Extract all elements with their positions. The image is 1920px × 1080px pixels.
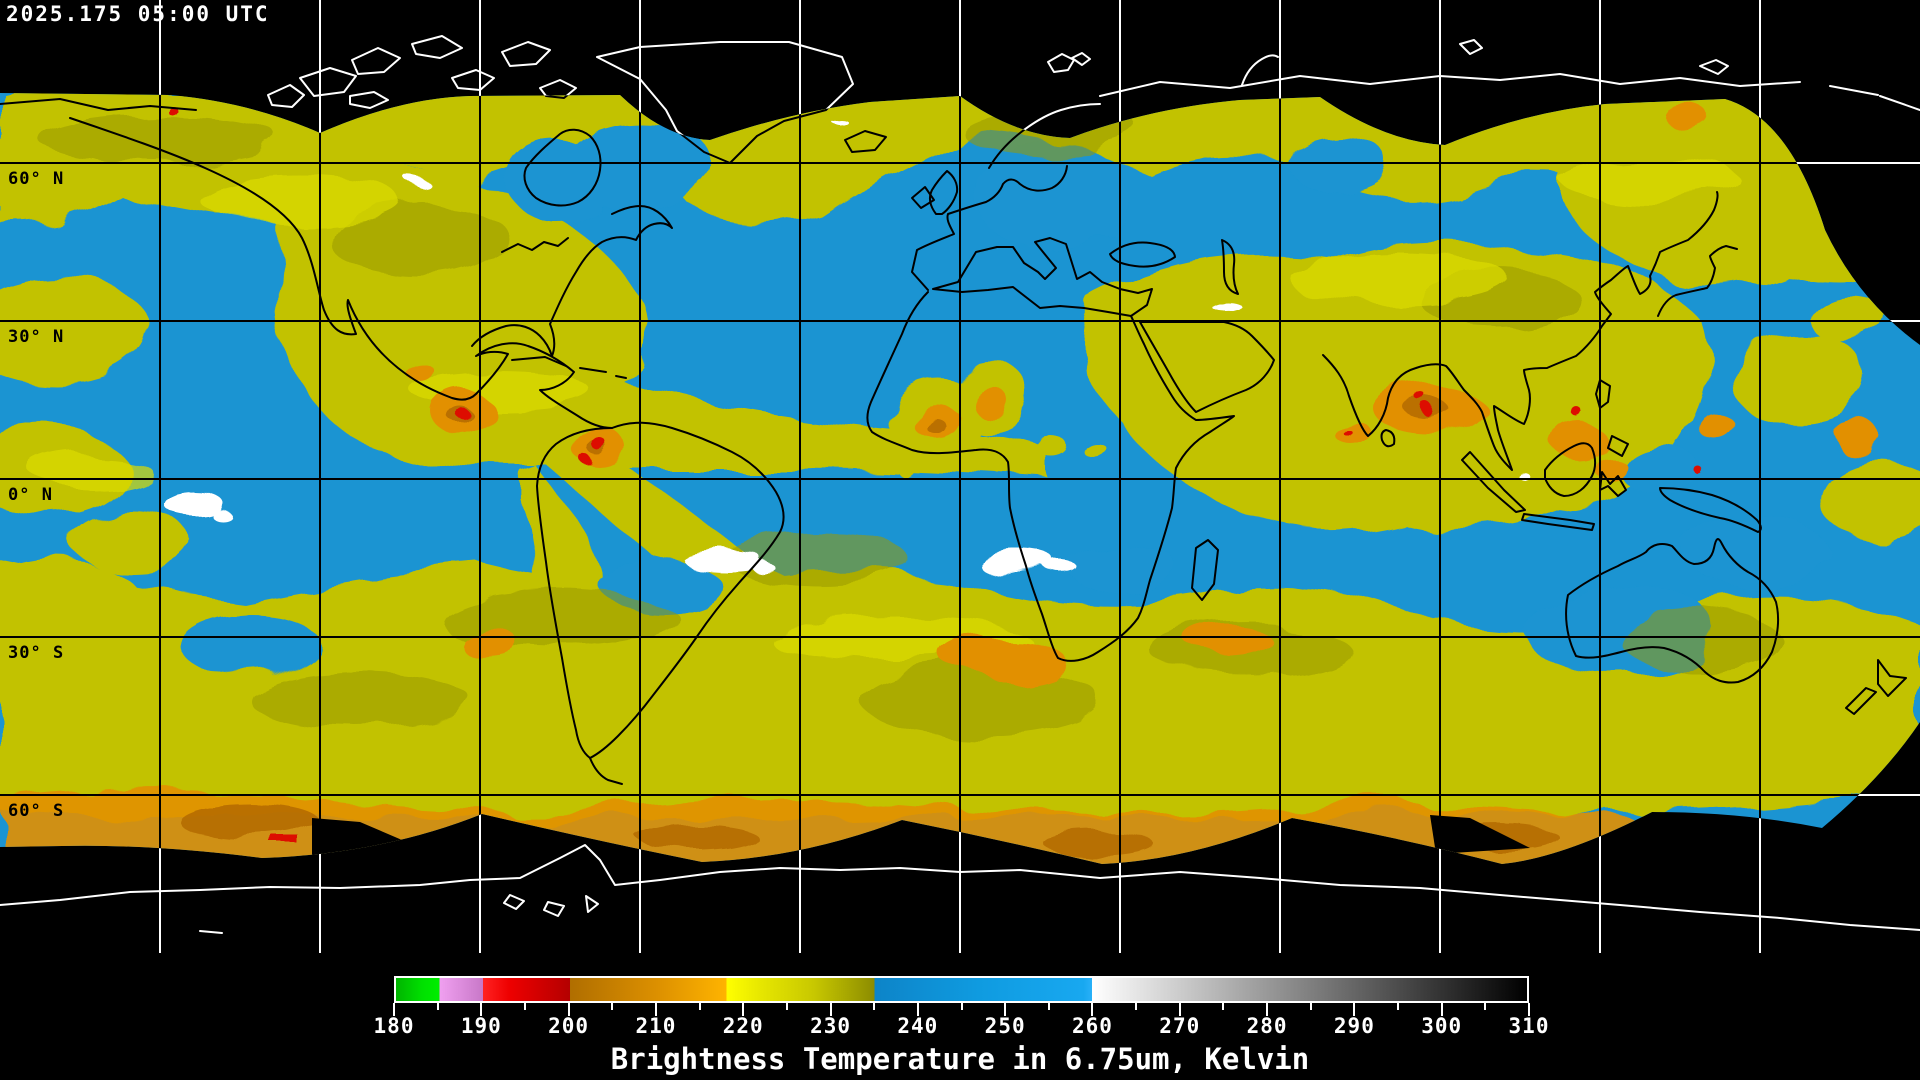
timestamp: 2025.175 05:00 UTC	[6, 2, 270, 26]
colorbar-minor-tick	[785, 1003, 788, 1010]
latitude-label: 60° N	[8, 169, 64, 189]
graticule-on-data	[0, 0, 1920, 953]
colorbar-major-tick	[1353, 1003, 1356, 1016]
colorbar	[394, 976, 1529, 1003]
colorbar-major-tick	[393, 1003, 395, 1016]
colorbar-minor-tick	[1397, 1003, 1400, 1010]
colorbar-minor-tick	[1484, 1003, 1487, 1010]
colorbar-tick-label: 200	[548, 1014, 590, 1038]
latitude-labels: 60° N 30° N 0° N 30° S 60° S	[8, 169, 64, 821]
latitude-label: 30° N	[8, 327, 64, 347]
colorbar-minor-tick	[436, 1003, 439, 1010]
colorbar-tick-label: 220	[722, 1014, 764, 1038]
colorbar-major-tick	[654, 1003, 657, 1016]
colorbar-tick-labels: 180 190 200 210 220 230 240 250 260 270 280 290 300 3…	[374, 1014, 1549, 1040]
colorbar-major-tick	[1266, 1003, 1269, 1016]
colorbar-minor-tick	[873, 1003, 876, 1010]
colorbar-major-tick	[567, 1003, 570, 1016]
colorbar-minor-tick	[1047, 1003, 1050, 1010]
colorbar-tick-label: 230	[810, 1014, 851, 1038]
colorbar-tick-label: 290	[1333, 1014, 1375, 1038]
colorbar-major-tick	[1091, 1003, 1094, 1016]
colorbar-major-tick	[1528, 1003, 1530, 1016]
colorbar-minor-tick	[1309, 1003, 1312, 1010]
colorbar-tick-label: 250	[984, 1014, 1026, 1038]
colorbar-caption: Brightness Temperature in 6.75um, Kelvin	[610, 1042, 1310, 1076]
global-water-vapor-map: 60° N 30° N 0° N 30° S 60° S	[0, 0, 1920, 953]
colorbar-minor-tick	[698, 1003, 701, 1010]
colorbar-major-tick	[480, 1003, 483, 1016]
colorbar-tick-label: 240	[897, 1014, 939, 1038]
colorbar-major-tick	[1178, 1003, 1181, 1016]
latitude-label: 60° S	[8, 801, 64, 821]
latitude-label: 0° N	[8, 485, 53, 505]
colorbar-minor-tick	[960, 1003, 963, 1010]
latitude-label: 30° S	[8, 643, 64, 663]
colorbar-major-tick	[829, 1003, 832, 1016]
colorbar-tick-label: 180	[373, 1014, 415, 1038]
colorbar-minor-tick	[1222, 1003, 1225, 1010]
colorbar-minor-tick	[611, 1003, 614, 1010]
colorbar-major-tick	[916, 1003, 919, 1016]
colorbar-major-tick	[1004, 1003, 1007, 1016]
colorbar-tick-label: 310	[1508, 1014, 1550, 1038]
data-band	[0, 0, 1920, 953]
colorbar-tick-label: 270	[1159, 1014, 1201, 1038]
colorbar-ticks	[393, 1003, 1530, 1018]
colorbar-minor-tick	[523, 1003, 526, 1010]
colorbar-tick-label: 210	[635, 1014, 677, 1038]
colorbar-tick-label: 280	[1246, 1014, 1288, 1038]
colorbar-tick-label: 300	[1421, 1014, 1463, 1038]
colorbar-major-tick	[1440, 1003, 1443, 1016]
colorbar-tick-label: 190	[460, 1014, 502, 1038]
colorbar-major-tick	[742, 1003, 745, 1016]
colorbar-minor-tick	[1135, 1003, 1138, 1010]
colorbar-tick-label: 260	[1071, 1014, 1113, 1038]
